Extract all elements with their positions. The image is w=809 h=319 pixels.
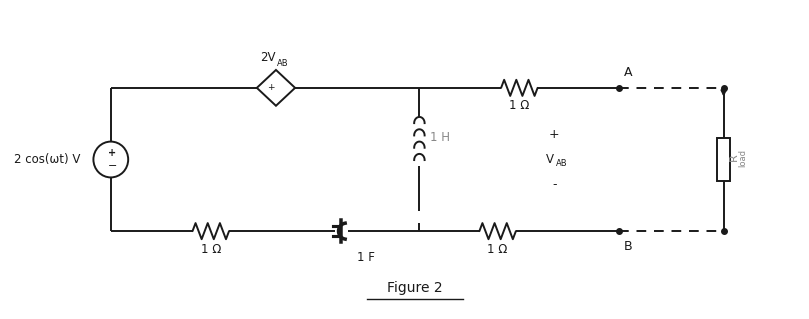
Text: 2 cos(ωt) V: 2 cos(ωt) V xyxy=(14,153,80,166)
Text: B: B xyxy=(624,240,633,253)
Text: 1 Ω: 1 Ω xyxy=(201,243,221,256)
Text: -: - xyxy=(552,178,557,191)
Text: A: A xyxy=(624,66,632,79)
Text: −: − xyxy=(108,161,117,171)
Text: 2V: 2V xyxy=(260,51,276,64)
FancyBboxPatch shape xyxy=(717,138,731,181)
Text: +: + xyxy=(549,128,560,141)
Text: Figure 2: Figure 2 xyxy=(388,281,443,294)
Text: V: V xyxy=(546,153,554,166)
Text: 1 H: 1 H xyxy=(430,130,450,144)
Text: +: + xyxy=(108,148,116,158)
Text: +: + xyxy=(267,83,274,93)
Text: AB: AB xyxy=(556,159,567,167)
Text: 1 Ω: 1 Ω xyxy=(488,243,508,256)
Text: load: load xyxy=(739,149,748,167)
Text: R: R xyxy=(729,153,739,161)
Text: 1 Ω: 1 Ω xyxy=(509,100,530,113)
Text: AB: AB xyxy=(277,59,289,68)
Text: 1 F: 1 F xyxy=(357,251,375,264)
